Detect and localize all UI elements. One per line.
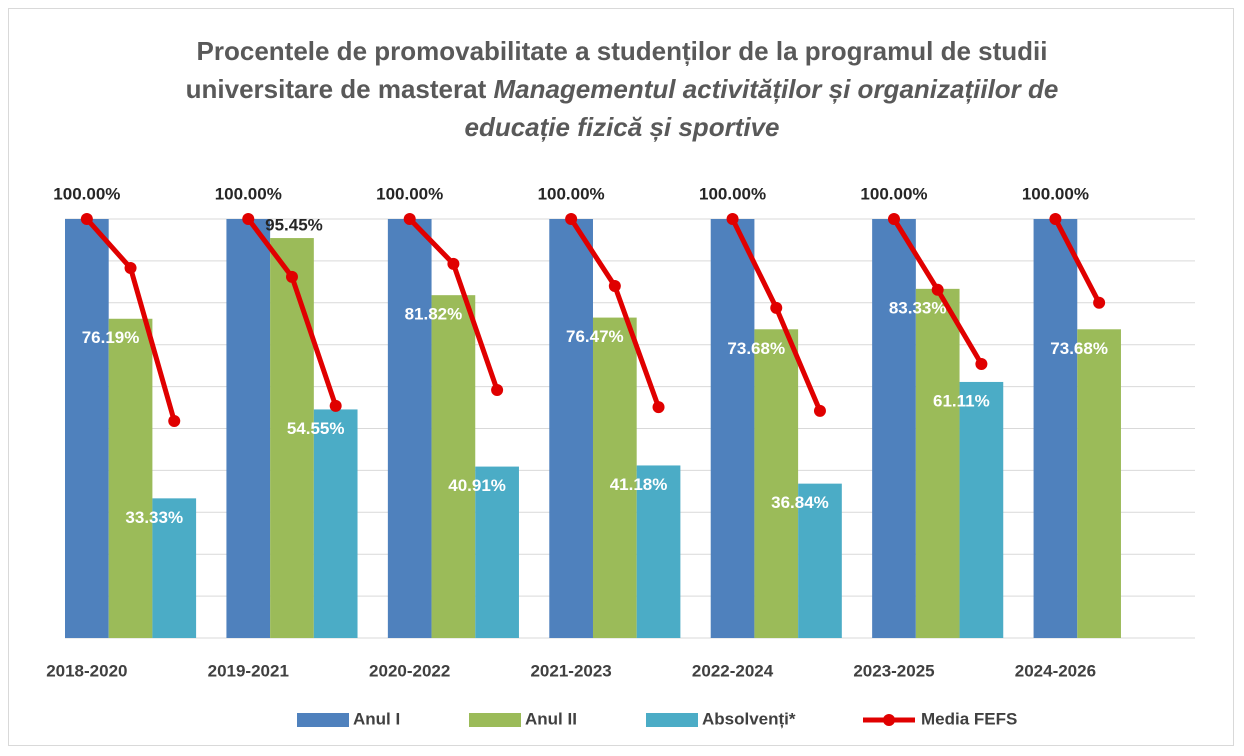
bar (754, 329, 799, 638)
line-marker (80, 213, 93, 225)
legend-label: Media FEFS (921, 709, 1017, 728)
data-label: 61.11% (933, 391, 990, 410)
bar (313, 409, 358, 638)
line-marker (975, 357, 988, 370)
x-tick-label: 2021-2023 (530, 661, 611, 680)
line-marker (403, 213, 416, 225)
line-marker (447, 257, 460, 270)
bar (549, 219, 593, 638)
legend-label: Anul I (353, 709, 400, 728)
line-marker (285, 270, 298, 283)
bar (592, 317, 637, 638)
line (1053, 217, 1102, 304)
bar (270, 238, 314, 638)
legend-swatch (646, 713, 698, 727)
x-tick-label: 2018-2020 (46, 661, 127, 680)
line-marker (887, 213, 900, 225)
bar (226, 219, 271, 638)
line-marker (168, 414, 181, 427)
data-label: 81.82% (405, 305, 463, 324)
data-label: 54.55% (287, 419, 345, 438)
line-marker (1093, 296, 1106, 309)
bar (959, 381, 1004, 638)
data-label: 100.00% (376, 184, 443, 203)
line-marker (931, 283, 944, 296)
legend-swatch (469, 713, 521, 727)
x-tick-label: 2019-2021 (208, 661, 289, 680)
data-label: 33.33% (125, 508, 183, 527)
x-tick-label: 2023-2025 (853, 661, 934, 680)
data-label: 40.91% (448, 476, 506, 495)
chart-frame (8, 8, 1234, 746)
data-label: 95.45% (265, 216, 323, 235)
data-label: 73.68% (1050, 339, 1108, 358)
line-marker (813, 404, 826, 417)
bar (108, 318, 153, 638)
legend-label: Anul II (525, 709, 577, 728)
line-marker (770, 301, 783, 314)
x-tick-label: 2022-2024 (692, 661, 774, 680)
data-label: 100.00% (699, 184, 766, 203)
bar (65, 219, 109, 638)
bar (636, 465, 681, 638)
line-marker (1049, 213, 1062, 225)
x-tick-label: 2024-2026 (1015, 661, 1096, 680)
line-marker (329, 399, 342, 412)
x-tick-label: 2020-2022 (369, 661, 450, 680)
data-label: 41.18% (610, 475, 668, 494)
bar (475, 466, 519, 638)
data-label: 76.19% (82, 328, 140, 347)
bar (1077, 329, 1121, 638)
title-italic: Managementul activităților și organizați… (464, 74, 1059, 142)
bar (431, 295, 476, 638)
line-marker (565, 213, 578, 225)
data-label: 100.00% (215, 184, 282, 203)
bar (152, 498, 197, 638)
bar (915, 288, 960, 638)
data-label: 100.00% (1022, 184, 1089, 203)
line-marker (491, 383, 504, 396)
bar (710, 219, 755, 638)
legend-label: Absolvenți* (702, 709, 796, 728)
bar (387, 219, 432, 638)
data-label: 83.33% (889, 298, 947, 317)
data-label: 73.68% (727, 339, 785, 358)
data-label: 100.00% (860, 184, 927, 203)
line-marker (726, 213, 739, 225)
line-marker (242, 213, 255, 225)
line-marker (652, 401, 665, 414)
line-marker (124, 262, 137, 275)
data-label: 76.47% (566, 327, 624, 346)
data-label: 36.84% (771, 493, 829, 512)
line-marker (608, 280, 621, 293)
legend-marker (883, 714, 895, 726)
legend-swatch (297, 713, 349, 727)
bar (798, 483, 842, 638)
chart-title: Procentele de promovabilitate a studenți… (150, 32, 1094, 146)
bar (872, 219, 916, 638)
data-label: 100.00% (53, 184, 120, 203)
data-label: 100.00% (538, 184, 605, 203)
bar (1033, 219, 1078, 638)
title-text: Procentele de promovabilitate a studenți… (185, 36, 1048, 104)
